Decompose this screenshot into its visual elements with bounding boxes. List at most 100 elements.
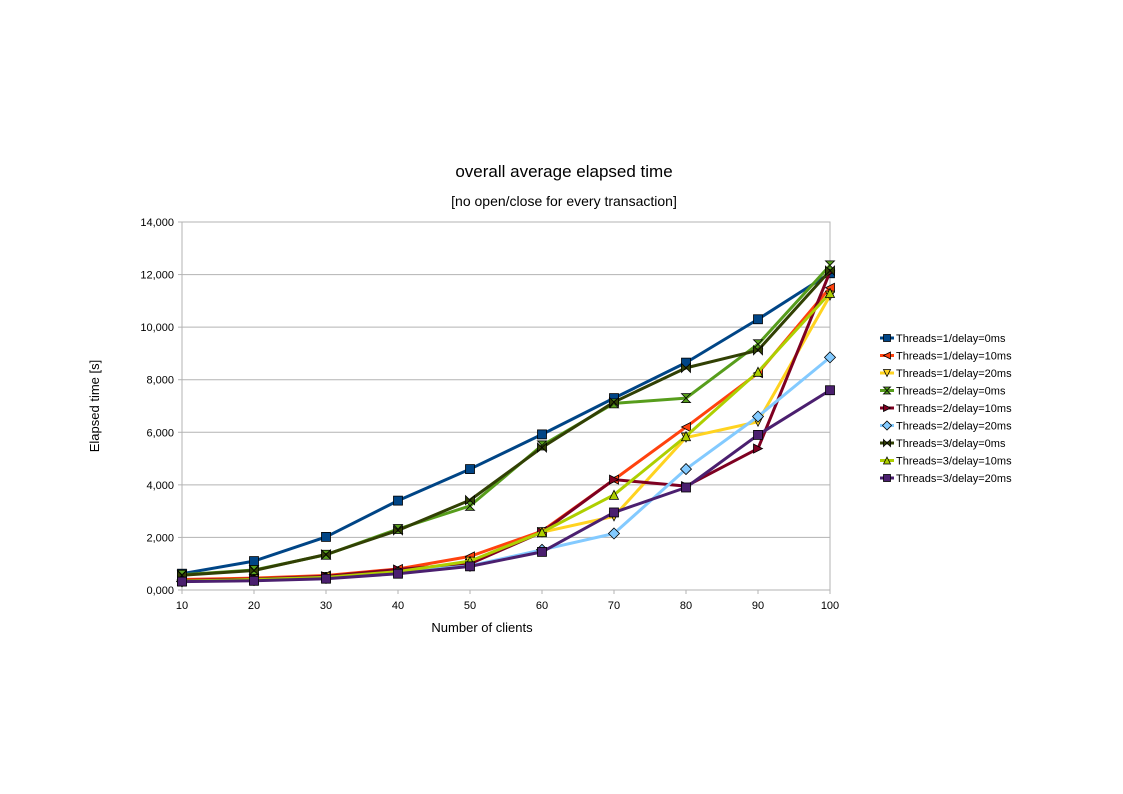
legend-marker <box>881 420 893 431</box>
data-point <box>680 430 692 442</box>
data-point <box>753 443 764 454</box>
legend-marker <box>883 334 891 342</box>
data-point <box>393 495 403 506</box>
data-point <box>393 568 403 579</box>
x-tick-label: 40 <box>392 600 404 612</box>
legend-item: Threads=1/delay=20ms <box>880 368 1012 380</box>
series-1 <box>177 268 835 579</box>
data-point <box>681 362 691 374</box>
data-point <box>751 410 765 423</box>
data-point <box>393 524 403 536</box>
x-tick-label: 10 <box>176 600 188 612</box>
y-tick-label: 0,000 <box>146 585 174 597</box>
legend-label: Threads=3/delay=20ms <box>896 473 1012 485</box>
legend-item: Threads=3/delay=20ms <box>880 473 1012 485</box>
data-point <box>249 565 259 577</box>
data-point <box>609 396 619 408</box>
series-9 <box>177 385 835 587</box>
y-tick-label: 14,000 <box>140 217 174 229</box>
series-line <box>181 264 832 577</box>
chart-title: overall average elapsed time <box>455 162 672 181</box>
data-point <box>753 314 763 325</box>
legend-label: Threads=2/delay=20ms <box>896 421 1012 433</box>
legend-marker <box>883 438 891 448</box>
legend-marker <box>882 351 891 360</box>
y-tick-label: 2,000 <box>146 532 174 544</box>
data-point <box>607 527 621 540</box>
data-point <box>249 556 259 566</box>
x-tick-label: 50 <box>464 600 476 612</box>
x-tick-label: 60 <box>536 600 548 612</box>
chart-subtitle: [no open/close for every transaction] <box>451 193 677 209</box>
legend-item: Threads=1/delay=10ms <box>880 351 1012 363</box>
x-axis-title: Number of clients <box>431 620 533 635</box>
data-point <box>753 344 763 356</box>
data-point <box>321 573 331 584</box>
gridlines <box>182 221 830 591</box>
legend-label: Threads=1/delay=0ms <box>896 333 1006 345</box>
x-tick-label: 70 <box>608 600 620 612</box>
legend-marker <box>882 369 892 378</box>
data-point <box>465 494 475 506</box>
data-point <box>824 287 836 298</box>
x-tick-label: 100 <box>821 600 839 612</box>
legend-item: Threads=3/delay=0ms <box>880 438 1006 450</box>
legend-item: Threads=2/delay=0ms <box>880 386 1006 398</box>
legend-label: Threads=2/delay=10ms <box>896 403 1012 415</box>
legend-label: Threads=3/delay=0ms <box>896 438 1006 450</box>
legend-item: Threads=2/delay=20ms <box>880 420 1012 433</box>
series-lines <box>175 260 837 588</box>
series-line <box>181 294 832 583</box>
legend-marker <box>882 456 892 465</box>
y-tick-label: 4,000 <box>146 480 174 492</box>
data-point <box>823 351 837 364</box>
legend-marker <box>883 403 892 413</box>
y-tick-label: 6,000 <box>146 427 174 439</box>
legend-label: Threads=2/delay=0ms <box>896 386 1006 398</box>
data-point <box>681 482 691 493</box>
data-point <box>321 532 331 542</box>
y-axis-title: Elapsed time [s] <box>87 360 102 453</box>
x-tick-label: 90 <box>752 600 764 612</box>
data-point <box>537 442 547 453</box>
data-point <box>680 421 691 433</box>
x-tick-label: 30 <box>320 600 332 612</box>
data-point <box>536 526 548 538</box>
legend-item: Threads=2/delay=10ms <box>880 403 1012 415</box>
legend-label: Threads=1/delay=20ms <box>896 368 1012 380</box>
data-point <box>680 393 692 404</box>
legend-marker <box>883 474 891 482</box>
data-point <box>249 575 259 586</box>
series-4 <box>176 260 836 580</box>
legend-label: Threads=1/delay=10ms <box>896 351 1012 363</box>
x-tick-label: 80 <box>680 600 692 612</box>
data-point <box>537 429 547 440</box>
data-point <box>537 546 547 557</box>
legend-label: Threads=3/delay=10ms <box>896 456 1012 468</box>
legend-item: Threads=3/delay=10ms <box>880 456 1012 468</box>
x-tick-label: 20 <box>248 600 260 612</box>
series-3 <box>176 290 836 587</box>
data-point <box>825 265 835 277</box>
data-point <box>608 489 620 500</box>
data-point <box>752 366 764 377</box>
data-point <box>753 430 763 440</box>
series-line <box>181 269 832 577</box>
y-tick-label: 10,000 <box>140 322 174 334</box>
plot-area <box>181 221 831 591</box>
data-point <box>609 474 620 485</box>
series-line <box>181 388 831 584</box>
data-point <box>465 561 475 572</box>
legend-item: Threads=1/delay=0ms <box>880 333 1006 345</box>
data-point <box>609 507 619 518</box>
data-point <box>679 463 693 476</box>
y-tick-label: 8,000 <box>146 375 174 387</box>
series-7 <box>177 265 835 581</box>
legend: Threads=1/delay=0ms Threads=1/delay=10ms T… <box>880 333 1012 485</box>
data-point <box>177 576 187 587</box>
legend-marker <box>882 386 892 395</box>
data-point <box>321 549 331 560</box>
axes: 0,000 2,000 4,000 6,000 8,000 10,000 12,000 14,… <box>140 217 839 612</box>
data-point <box>825 385 835 396</box>
